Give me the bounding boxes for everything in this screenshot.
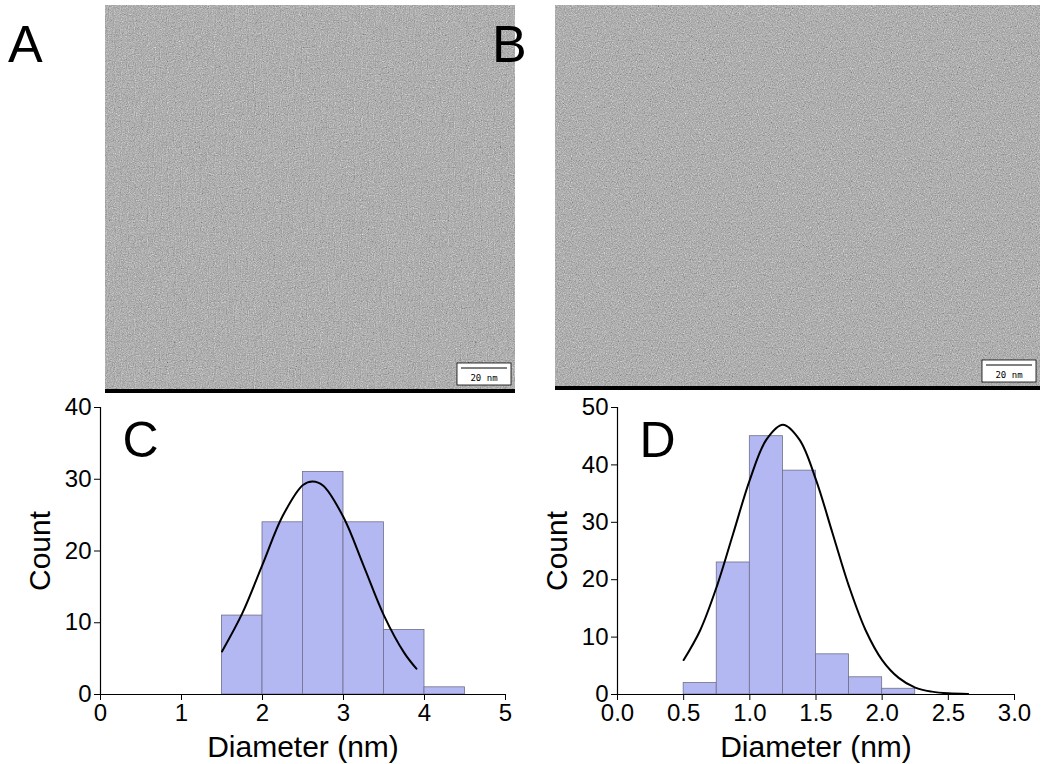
html-text:B: B [492, 15, 527, 73]
svg-text:10: 10 [582, 623, 609, 650]
svg-text:Diameter (nm): Diameter (nm) [720, 730, 912, 763]
svg-text:5: 5 [499, 699, 512, 726]
svg-text:3: 3 [337, 699, 350, 726]
svg-text:0.0: 0.0 [601, 699, 634, 726]
html-text:A: A [8, 15, 43, 73]
svg-text:Count: Count [23, 510, 56, 591]
svg-text:0: 0 [78, 680, 91, 707]
svg-text:20 nm: 20 nm [470, 373, 497, 383]
svg-text:0.5: 0.5 [667, 699, 700, 726]
svg-text:40: 40 [582, 451, 609, 478]
svg-text:C: C [123, 412, 159, 468]
svg-text:2: 2 [256, 699, 269, 726]
svg-text:50: 50 [582, 393, 609, 420]
svg-text:20 nm: 20 nm [995, 370, 1022, 380]
svg-text:Count: Count [540, 510, 573, 591]
svg-text:3.0: 3.0 [998, 699, 1031, 726]
svg-text:0: 0 [595, 680, 609, 708]
svg-text:Diameter (nm): Diameter (nm) [207, 730, 399, 763]
svg-text:2.0: 2.0 [865, 699, 898, 726]
svg-text:20: 20 [65, 537, 92, 564]
svg-text:2.5: 2.5 [932, 699, 965, 726]
svg-text:30: 30 [65, 465, 92, 492]
svg-text:40: 40 [65, 393, 92, 420]
svg-text:1.0: 1.0 [733, 699, 766, 726]
svg-text:0: 0 [94, 699, 107, 726]
svg-text:4: 4 [418, 699, 431, 726]
svg-text:D: D [640, 412, 676, 468]
svg-text:30: 30 [582, 508, 609, 535]
svg-text:20: 20 [582, 565, 609, 592]
svg-text:10: 10 [65, 608, 92, 635]
svg-text:1: 1 [175, 699, 188, 726]
svg-text:1.5: 1.5 [799, 699, 832, 726]
